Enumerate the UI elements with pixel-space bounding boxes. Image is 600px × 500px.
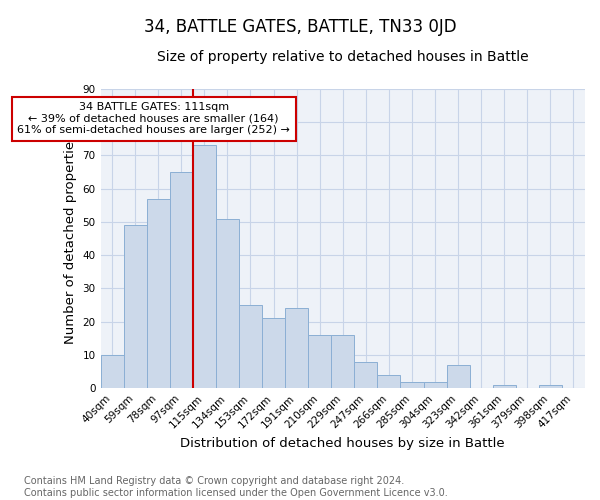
Bar	[331, 335, 354, 388]
Bar	[493, 385, 516, 388]
Bar	[146, 198, 170, 388]
Bar	[377, 375, 400, 388]
Bar	[262, 318, 285, 388]
Bar	[239, 305, 262, 388]
Title: Size of property relative to detached houses in Battle: Size of property relative to detached ho…	[157, 50, 529, 64]
Bar	[101, 355, 124, 388]
Bar	[308, 335, 331, 388]
Bar	[424, 382, 446, 388]
Bar	[354, 362, 377, 388]
Bar	[446, 365, 470, 388]
Y-axis label: Number of detached properties: Number of detached properties	[64, 134, 77, 344]
Bar	[539, 385, 562, 388]
Bar	[170, 172, 193, 388]
Bar	[400, 382, 424, 388]
Text: 34, BATTLE GATES, BATTLE, TN33 0JD: 34, BATTLE GATES, BATTLE, TN33 0JD	[143, 18, 457, 36]
X-axis label: Distribution of detached houses by size in Battle: Distribution of detached houses by size …	[181, 437, 505, 450]
Text: 34 BATTLE GATES: 111sqm
← 39% of detached houses are smaller (164)
61% of semi-d: 34 BATTLE GATES: 111sqm ← 39% of detache…	[17, 102, 290, 136]
Bar	[216, 218, 239, 388]
Text: Contains HM Land Registry data © Crown copyright and database right 2024.
Contai: Contains HM Land Registry data © Crown c…	[24, 476, 448, 498]
Bar	[285, 308, 308, 388]
Bar	[193, 146, 216, 388]
Bar	[124, 225, 146, 388]
